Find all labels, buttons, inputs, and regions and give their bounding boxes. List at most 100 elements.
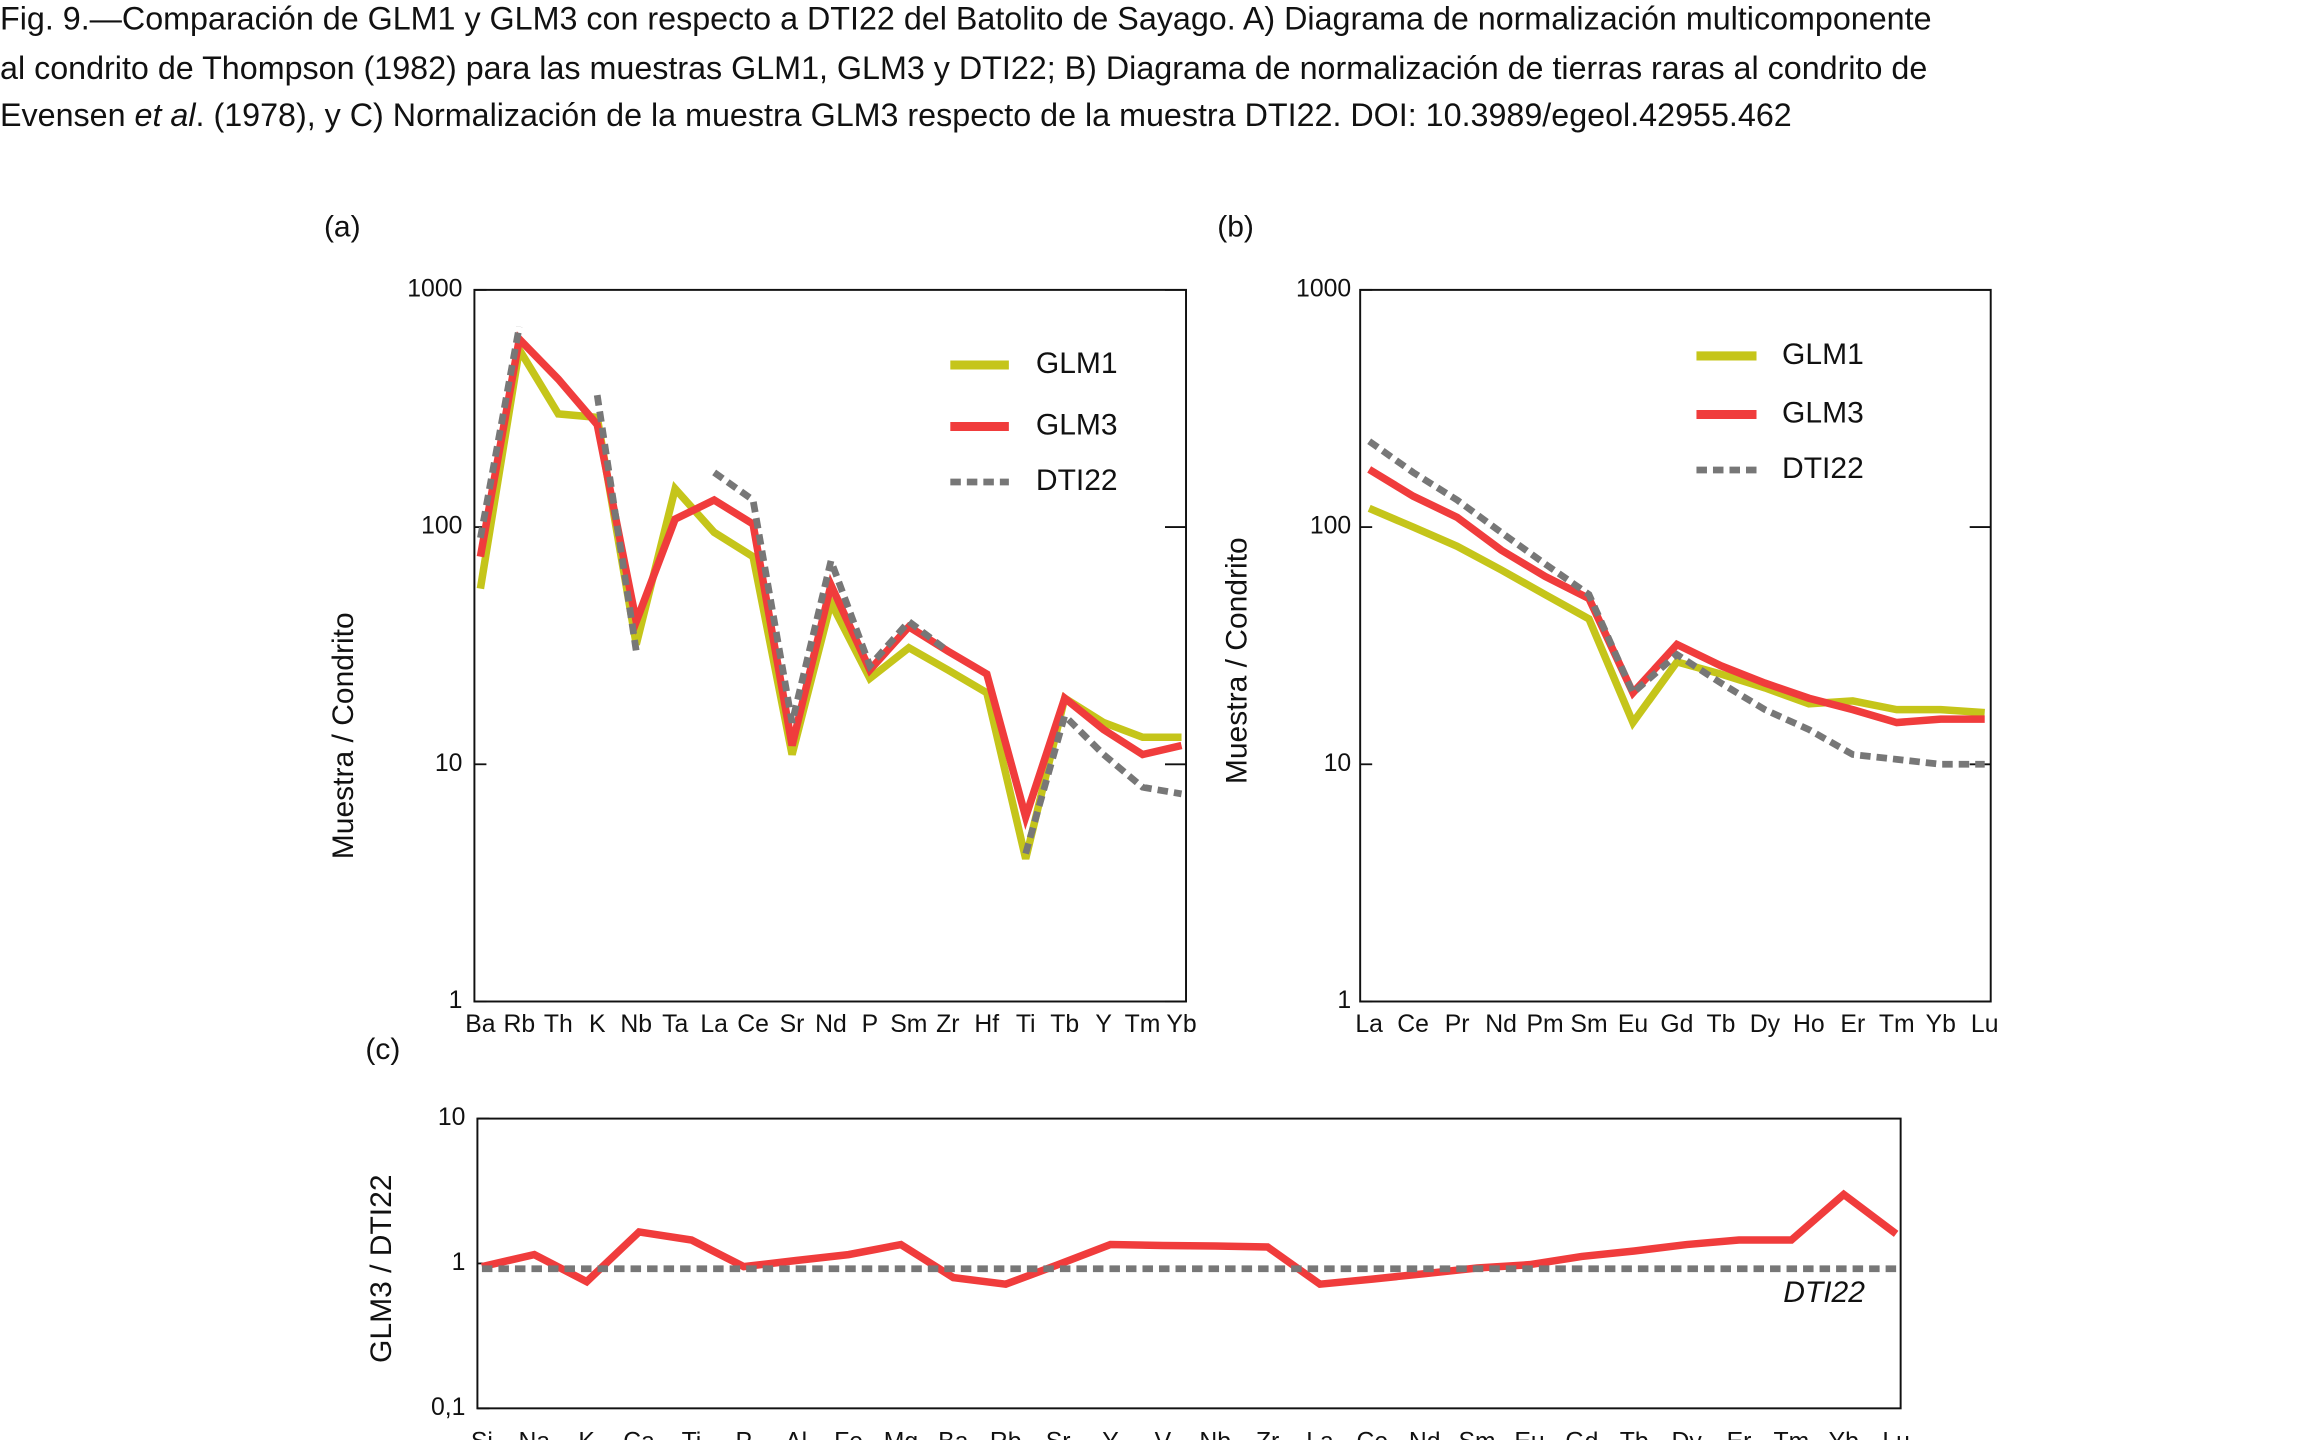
legend-label: GLM1 bbox=[1782, 338, 1864, 371]
x-tick-label: Ti bbox=[682, 1428, 702, 1440]
x-tick-label: Nd bbox=[1409, 1428, 1441, 1440]
x-tick-label: Ti bbox=[1016, 1011, 1036, 1038]
y-tick-label: 10 bbox=[1324, 750, 1352, 777]
y-axis-label: Muestra / Condrito bbox=[1221, 537, 1254, 784]
x-tick-label: Si bbox=[471, 1428, 493, 1440]
caption-part: et al bbox=[135, 97, 197, 133]
series-line bbox=[481, 1189, 1899, 1289]
x-tick-label: Yb bbox=[1166, 1011, 1196, 1038]
x-tick-label: Ca bbox=[623, 1428, 655, 1440]
series-line bbox=[1367, 466, 1985, 727]
x-tick-label: Sm bbox=[1459, 1428, 1496, 1440]
x-tick-label: Eu bbox=[1618, 1011, 1648, 1038]
y-tick-label: 1000 bbox=[407, 275, 462, 302]
series-line bbox=[1367, 438, 1985, 768]
x-tick-label: Tm bbox=[1879, 1011, 1915, 1038]
x-tick-label: Yb bbox=[1829, 1428, 1859, 1440]
x-tick-label: Nb bbox=[1199, 1428, 1231, 1440]
x-tick-label: Ba bbox=[938, 1428, 969, 1440]
x-tick-label: Sm bbox=[1570, 1011, 1607, 1038]
x-tick-label: Fe bbox=[834, 1428, 863, 1440]
x-tick-label: Nd bbox=[1485, 1011, 1517, 1038]
plot-frame bbox=[473, 288, 1187, 1003]
x-tick-label: Ta bbox=[662, 1011, 688, 1038]
y-tick-label: 1 bbox=[1337, 987, 1351, 1014]
x-tick-label: Pm bbox=[1526, 1011, 1563, 1038]
x-tick-label: Mg bbox=[884, 1428, 918, 1440]
x-tick-label: Lu bbox=[1971, 1011, 1999, 1038]
panel-label: (c) bbox=[365, 1033, 400, 1066]
legend-label: DTI22 bbox=[1782, 452, 1864, 485]
x-tick-label: La bbox=[1306, 1428, 1334, 1440]
x-tick-label: Y bbox=[1102, 1428, 1119, 1440]
panel-label: (a) bbox=[324, 210, 361, 243]
x-tick-label: Sr bbox=[780, 1011, 805, 1038]
x-tick-label: Rb bbox=[504, 1011, 536, 1038]
x-tick-label: P bbox=[736, 1428, 753, 1440]
x-tick-label: Na bbox=[518, 1428, 550, 1440]
x-tick-label: Gd bbox=[1660, 1011, 1693, 1038]
series-line bbox=[1367, 504, 1985, 731]
y-tick-label: 0,1 bbox=[431, 1394, 465, 1421]
x-tick-label: Sr bbox=[1046, 1428, 1071, 1440]
plot-frame bbox=[1359, 288, 1992, 1003]
legend-label: DTI22 bbox=[1036, 464, 1118, 497]
x-tick-label: Tb bbox=[1620, 1428, 1649, 1440]
caption-part: . (1978), y C) Normalización de la muest… bbox=[196, 97, 1792, 133]
x-tick-label: Ho bbox=[1793, 1011, 1825, 1038]
x-tick-label: Sm bbox=[890, 1011, 927, 1038]
y-axis-label: Muestra / Condrito bbox=[327, 612, 360, 859]
x-tick-label: Nd bbox=[815, 1011, 847, 1038]
x-tick-label: Th bbox=[544, 1011, 573, 1038]
x-tick-label: La bbox=[1355, 1011, 1383, 1038]
y-tick-label: 1000 bbox=[1296, 275, 1351, 302]
x-tick-label: Yb bbox=[1926, 1011, 1956, 1038]
x-tick-label: Zr bbox=[1256, 1428, 1279, 1440]
series-line bbox=[476, 331, 1183, 831]
x-tick-label: Ce bbox=[737, 1011, 769, 1038]
x-tick-label: Ba bbox=[465, 1011, 496, 1038]
x-tick-label: Ce bbox=[1357, 1428, 1389, 1440]
x-tick-label: Y bbox=[1095, 1011, 1112, 1038]
x-tick-label: Eu bbox=[1514, 1428, 1544, 1440]
x-tick-label: Rb bbox=[990, 1428, 1022, 1440]
legend-label: GLM1 bbox=[1036, 347, 1118, 380]
y-tick-label: 1 bbox=[449, 987, 463, 1014]
caption-line: Fig. 9.—Comparación de GLM1 y GLM3 con r… bbox=[0, 1, 1932, 37]
x-tick-label: Tm bbox=[1773, 1428, 1809, 1440]
series-line bbox=[477, 326, 1183, 855]
x-tick-label: K bbox=[589, 1011, 606, 1038]
y-tick-label: 10 bbox=[435, 750, 463, 777]
x-tick-label: Tb bbox=[1050, 1011, 1079, 1038]
legend-label: GLM3 bbox=[1036, 408, 1118, 441]
y-tick-label: 100 bbox=[1310, 513, 1351, 540]
x-tick-label: Dy bbox=[1750, 1011, 1781, 1038]
annotation: DTI22 bbox=[1783, 1276, 1865, 1309]
x-tick-label: Nb bbox=[620, 1011, 652, 1038]
x-tick-label: Tm bbox=[1125, 1011, 1161, 1038]
x-tick-label: Tb bbox=[1706, 1011, 1735, 1038]
y-tick-label: 1 bbox=[452, 1249, 466, 1276]
x-tick-label: Gd bbox=[1565, 1428, 1598, 1440]
x-tick-label: K bbox=[578, 1428, 595, 1440]
x-tick-label: P bbox=[862, 1011, 879, 1038]
x-tick-label: Ce bbox=[1397, 1011, 1429, 1038]
legend-label: GLM3 bbox=[1782, 396, 1864, 429]
x-tick-label: Al bbox=[785, 1428, 807, 1440]
x-tick-label: Lu bbox=[1882, 1428, 1910, 1440]
caption-part: Evensen bbox=[0, 97, 135, 133]
y-axis-label: GLM3 / DTI22 bbox=[365, 1174, 398, 1363]
caption-line: Evensen et al. (1978), y C) Normalizació… bbox=[0, 97, 1792, 133]
plot-frame bbox=[476, 1117, 1902, 1410]
x-tick-label: Er bbox=[1727, 1428, 1752, 1440]
x-tick-label: Zr bbox=[936, 1011, 959, 1038]
x-tick-label: Hf bbox=[974, 1011, 999, 1038]
x-tick-label: Er bbox=[1840, 1011, 1865, 1038]
x-tick-label: La bbox=[700, 1011, 728, 1038]
y-tick-label: 100 bbox=[421, 513, 462, 540]
x-tick-label: Pr bbox=[1445, 1011, 1470, 1038]
x-tick-label: V bbox=[1155, 1428, 1172, 1440]
panel-label: (b) bbox=[1217, 210, 1254, 243]
